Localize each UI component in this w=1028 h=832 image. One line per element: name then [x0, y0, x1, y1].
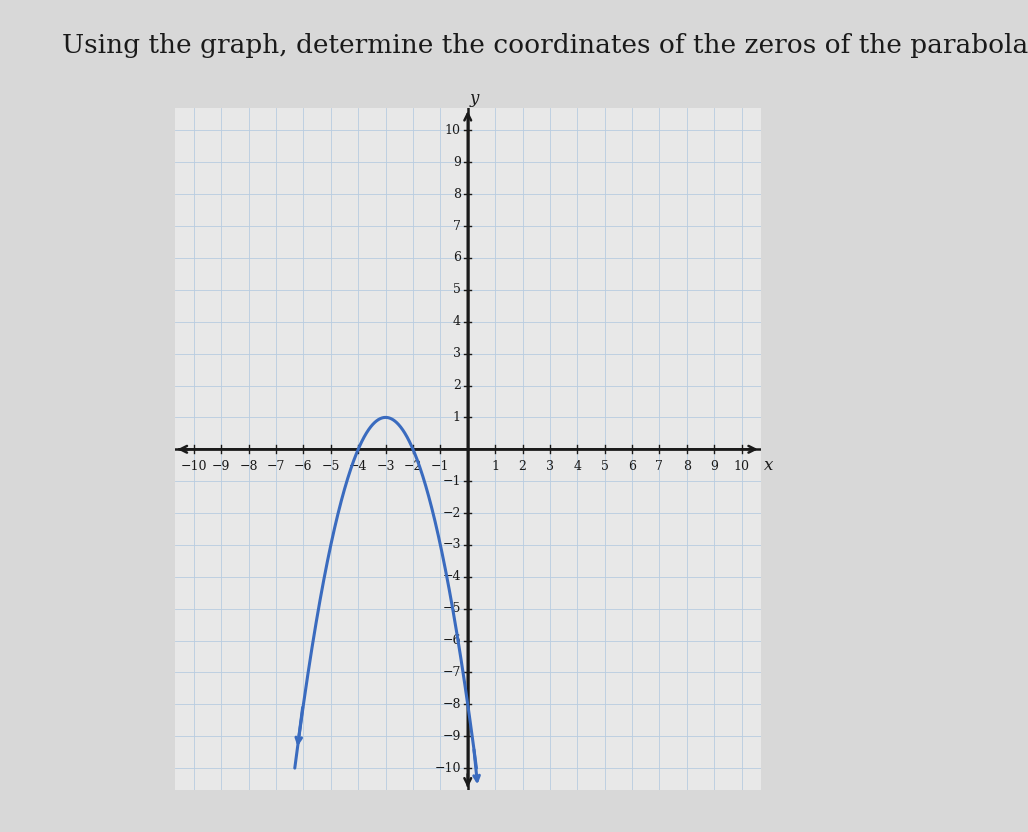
- Text: −2: −2: [442, 507, 461, 519]
- Text: −3: −3: [442, 538, 461, 552]
- Text: −6: −6: [294, 460, 313, 473]
- Text: −4: −4: [442, 570, 461, 583]
- Text: 1: 1: [453, 411, 461, 423]
- Text: −1: −1: [442, 475, 461, 488]
- Text: −10: −10: [181, 460, 208, 473]
- Text: 5: 5: [453, 284, 461, 296]
- Text: 2: 2: [453, 379, 461, 392]
- Text: −10: −10: [435, 761, 461, 775]
- Text: 10: 10: [445, 124, 461, 137]
- Text: 6: 6: [453, 251, 461, 265]
- Text: 10: 10: [734, 460, 749, 473]
- Text: −7: −7: [442, 666, 461, 679]
- Text: 4: 4: [574, 460, 581, 473]
- Text: −7: −7: [267, 460, 285, 473]
- Text: −5: −5: [442, 602, 461, 615]
- Text: y: y: [470, 90, 479, 106]
- Text: 5: 5: [600, 460, 609, 473]
- Text: 6: 6: [628, 460, 636, 473]
- Text: Using the graph, determine the coordinates of the zeros of the parabola.: Using the graph, determine the coordinat…: [62, 33, 1028, 58]
- Text: −6: −6: [442, 634, 461, 647]
- Text: 4: 4: [453, 315, 461, 329]
- Text: 8: 8: [453, 188, 461, 201]
- Text: −5: −5: [322, 460, 340, 473]
- Text: −9: −9: [442, 730, 461, 743]
- Text: x: x: [764, 457, 773, 473]
- Text: 2: 2: [518, 460, 526, 473]
- Text: −9: −9: [212, 460, 230, 473]
- Text: 7: 7: [656, 460, 663, 473]
- Text: 3: 3: [453, 347, 461, 360]
- Text: 9: 9: [710, 460, 719, 473]
- Text: 9: 9: [453, 156, 461, 169]
- Text: 8: 8: [683, 460, 691, 473]
- Text: −4: −4: [348, 460, 367, 473]
- Text: 3: 3: [546, 460, 554, 473]
- Text: 1: 1: [491, 460, 500, 473]
- Text: −1: −1: [431, 460, 449, 473]
- Text: −3: −3: [376, 460, 395, 473]
- Text: −8: −8: [240, 460, 258, 473]
- Text: 7: 7: [453, 220, 461, 233]
- Text: −8: −8: [442, 698, 461, 711]
- Text: −2: −2: [404, 460, 423, 473]
